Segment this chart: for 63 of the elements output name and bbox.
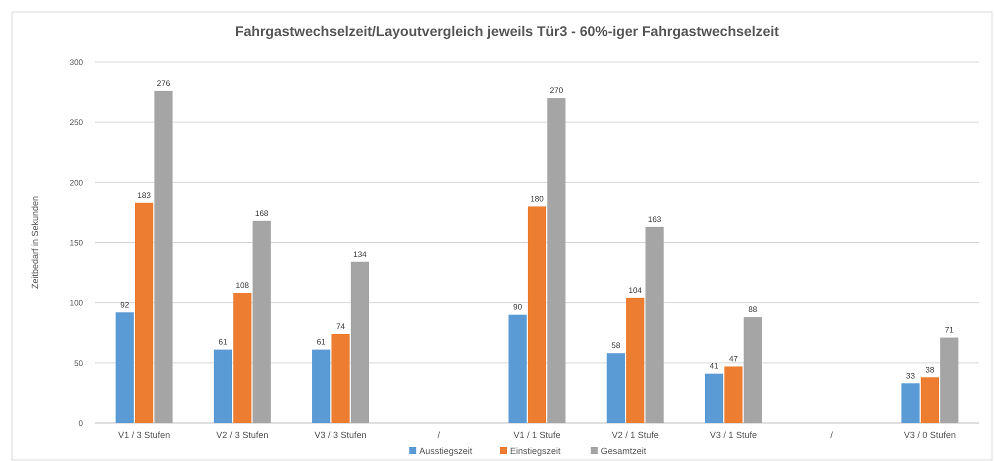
data-label: 71 — [944, 326, 954, 335]
data-label: 47 — [728, 354, 738, 364]
data-label: 276 — [156, 78, 171, 88]
bar — [528, 206, 546, 423]
y-tick-label: 100 — [70, 298, 84, 308]
bar — [901, 383, 920, 423]
x-tick-label: V3 / 0 Stufen — [904, 430, 956, 440]
data-label: 61 — [316, 338, 326, 347]
data-label: 88 — [748, 305, 758, 314]
y-tick-label: 50 — [74, 358, 84, 368]
data-label: 41 — [710, 362, 720, 371]
x-tick-label: / — [438, 430, 441, 440]
bar — [331, 334, 350, 423]
x-tick-label: V1 / 3 Stufen — [118, 430, 170, 440]
bar — [508, 314, 527, 423]
bar — [312, 350, 330, 423]
data-label: 104 — [628, 286, 642, 295]
bar — [920, 377, 939, 423]
x-tick-label: V3 / 1 Stufe — [710, 430, 757, 440]
data-label: 180 — [530, 194, 544, 204]
bar — [233, 293, 252, 423]
y-axis-title: Zeitbedarf in Sekunden — [30, 196, 40, 290]
data-label: 108 — [236, 281, 250, 290]
legend-label: Einstiegszeit — [510, 446, 562, 456]
bar — [252, 220, 271, 423]
bar — [940, 338, 958, 423]
bar — [606, 353, 625, 423]
bar — [626, 298, 644, 423]
data-label: 58 — [611, 341, 621, 350]
y-tick-label: 150 — [70, 238, 84, 248]
data-label: 163 — [648, 214, 662, 224]
x-tick-label: V2 / 3 Stufen — [216, 430, 268, 440]
x-tick-label: V3 / 3 Stufen — [314, 430, 367, 440]
bar — [744, 317, 762, 423]
legend-label: Ausstiegszeit — [419, 446, 473, 456]
data-label: 33 — [906, 371, 916, 380]
x-tick-label: / — [830, 430, 834, 440]
x-tick-label: V2 / 1 Stufe — [612, 430, 659, 440]
data-label: 92 — [120, 300, 130, 310]
bar — [547, 98, 566, 423]
x-tick-label: V1 / 1 Stufe — [513, 430, 561, 440]
y-tick-label: 0 — [78, 419, 84, 428]
data-label: 74 — [336, 322, 346, 331]
data-label: 61 — [218, 338, 228, 347]
bar — [350, 262, 370, 423]
bar — [135, 202, 154, 423]
y-tick-label: 250 — [70, 118, 84, 128]
y-tick-label: 200 — [70, 178, 84, 188]
bar — [214, 350, 232, 423]
data-label: 38 — [925, 365, 935, 374]
bar — [704, 374, 724, 423]
bar — [645, 226, 664, 423]
bar — [724, 366, 743, 423]
data-label: 90 — [513, 302, 523, 312]
bar — [154, 90, 173, 423]
data-label: 270 — [550, 86, 564, 96]
data-label: 168 — [255, 208, 269, 218]
chart-title: Fahrgastwechselzeit/Layoutvergleich jeweils Tür3 - 60%-iger Fahrgastwechselzeit — [235, 23, 780, 39]
data-label: 134 — [353, 250, 368, 259]
y-tick-label: 300 — [70, 58, 84, 67]
legend-label: Gesamtzeit — [600, 446, 647, 456]
data-label: 183 — [137, 190, 152, 200]
bar — [116, 312, 134, 423]
